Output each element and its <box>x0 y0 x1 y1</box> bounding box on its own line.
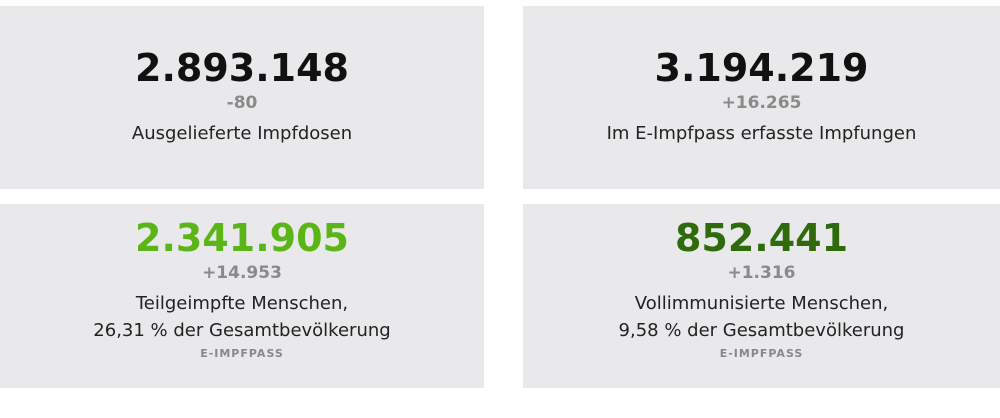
source-label: E-IMPFPASS <box>200 347 284 360</box>
stat-label-line1: Vollimmunisierte Menschen, <box>634 293 889 314</box>
source-label: E-IMPFPASS <box>719 347 804 360</box>
stat-value: 3.194.219 <box>654 46 869 90</box>
stat-label-line2: 26,31 % der Gesamtbevölkerung <box>93 320 391 341</box>
stat-delta: +14.953 <box>202 263 282 283</box>
stat-label: Vollimmunisierte Menschen, 9,58 % der Ge… <box>619 290 905 344</box>
stat-label-line1: Teilgeimpfte Menschen, <box>135 293 349 314</box>
stat-label: Ausgelieferte Impfdosen <box>132 120 352 147</box>
stat-delta: -80 <box>226 93 258 113</box>
stat-label: Teilgeimpfte Menschen, 26,31 % der Gesam… <box>93 290 390 344</box>
stat-card-recorded-vaccinations: 3.194.219 +16.265 Im E-Impfpass erfasste… <box>523 6 1000 189</box>
stat-card-fully-immunized: 852.441 +1.316 Vollimmunisierte Menschen… <box>523 204 1000 388</box>
stat-value: 2.341.905 <box>135 216 349 260</box>
stat-value: 852.441 <box>674 216 849 260</box>
stat-label-line2: 9,58 % der Gesamtbevölkerung <box>618 320 905 341</box>
stat-label-line1: Im E-Impfpass erfasste Impfungen <box>606 123 917 144</box>
stat-card-delivered-doses: 2.893.148 -80 Ausgelieferte Impfdosen <box>0 6 484 189</box>
stat-card-partially-vaccinated: 2.341.905 +14.953 Teilgeimpfte Menschen,… <box>0 204 484 388</box>
stat-delta: +1.316 <box>727 263 796 283</box>
stat-value: 2.893.148 <box>135 46 349 90</box>
stat-label: Im E-Impfpass erfasste Impfungen <box>607 120 917 147</box>
stat-label-line1: Ausgelieferte Impfdosen <box>131 123 353 144</box>
stat-delta: +16.265 <box>721 93 802 113</box>
